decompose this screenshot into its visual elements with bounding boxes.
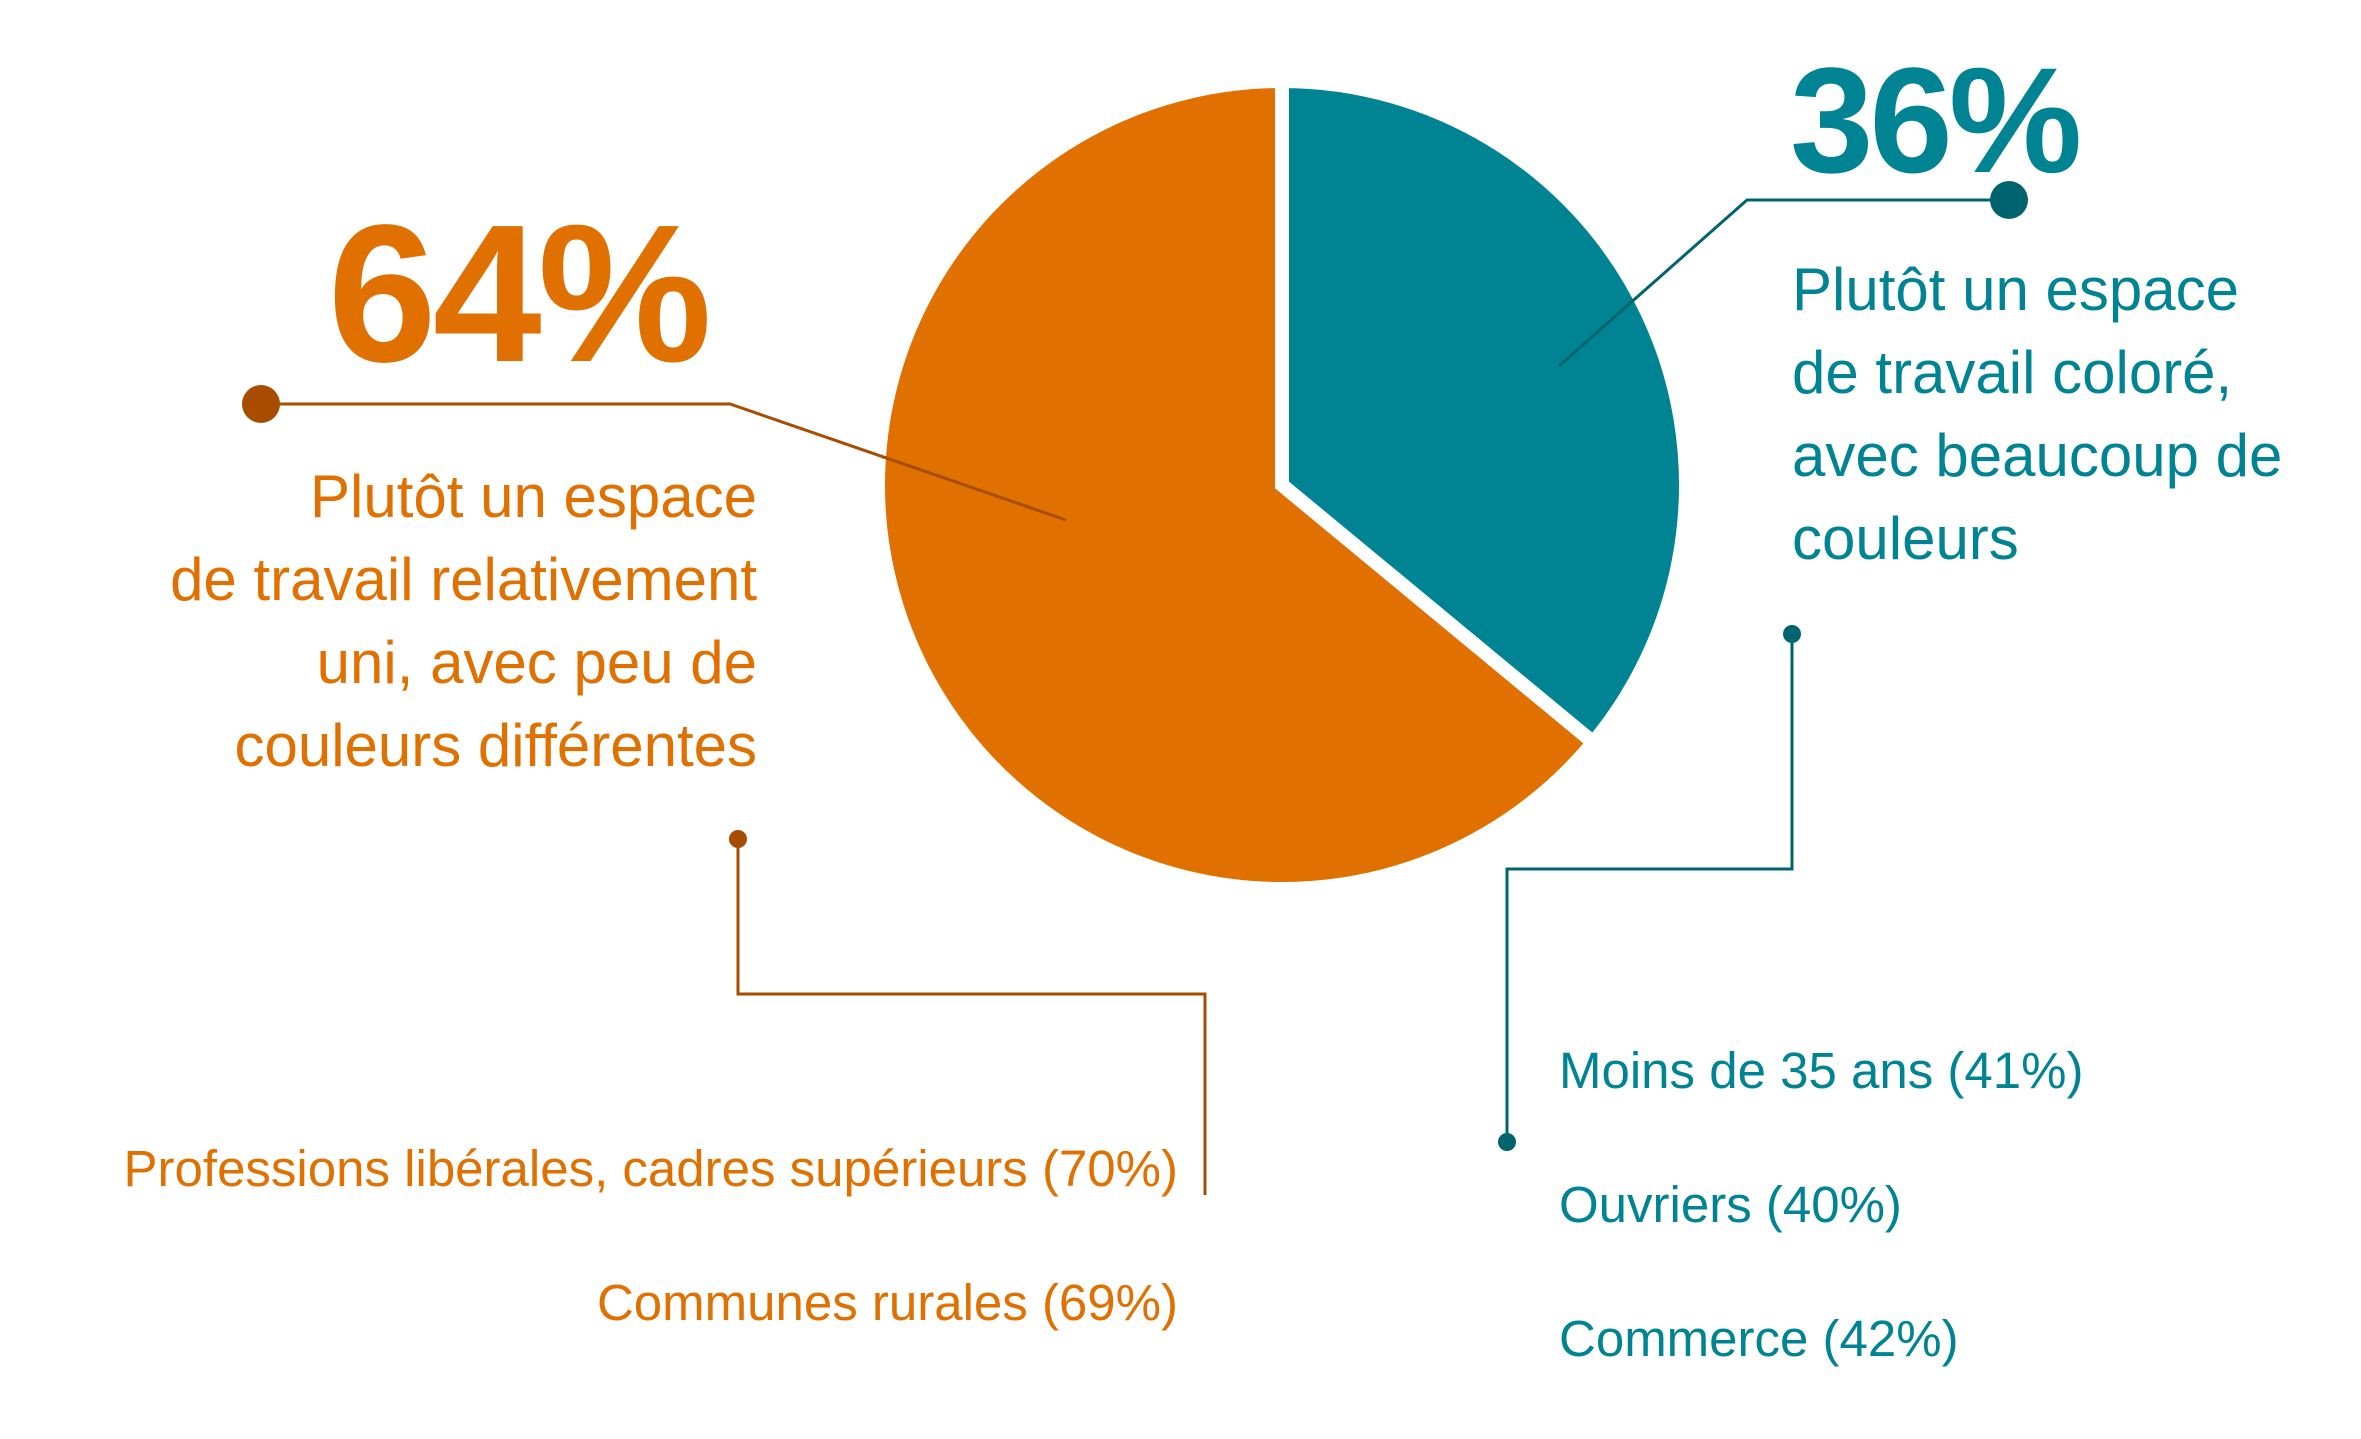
category-label: Plutôt un espace de travail coloré, avec…	[1792, 256, 2283, 572]
pie-slice	[1275, 73, 1693, 753]
annotation-line: Ouvriers (40%)	[1559, 1176, 1902, 1233]
dot	[1498, 1133, 1516, 1151]
annotation: Moins de 35 ans (41%) Ouvriers (40%) Com…	[1559, 970, 2083, 1439]
dot	[1783, 625, 1801, 643]
annotation-line: Moins de 35 ans (41%)	[1559, 1042, 2084, 1099]
leader-line	[736, 839, 1207, 1195]
leader-line	[1558, 198, 2009, 368]
pie	[871, 73, 1693, 896]
annotation-line: Commerce (42%)	[1559, 1310, 1959, 1367]
category-label: Plutôt un espace de travail relativement…	[170, 463, 757, 779]
pie-slice	[871, 73, 1604, 896]
chart	[242, 73, 2028, 1195]
dot	[242, 385, 280, 423]
page: 64% Plutôt un espace de travail relative…	[123, 36, 2283, 1367]
leader-line	[261, 402, 1067, 522]
callouts	[261, 198, 2009, 1195]
dot	[729, 830, 747, 848]
value-label: 64%	[327, 184, 712, 403]
annotation-line: Communes rurales (69%)	[596, 1274, 1178, 1331]
leader-line	[1505, 634, 1794, 1142]
value-label: 36%	[1790, 36, 2082, 204]
annotation: Professions libérales, cadres supérieurs…	[124, 1068, 1178, 1403]
dot	[1990, 181, 2028, 219]
annotation-line: Professions libérales, cadres supérieurs…	[123, 1140, 1178, 1197]
